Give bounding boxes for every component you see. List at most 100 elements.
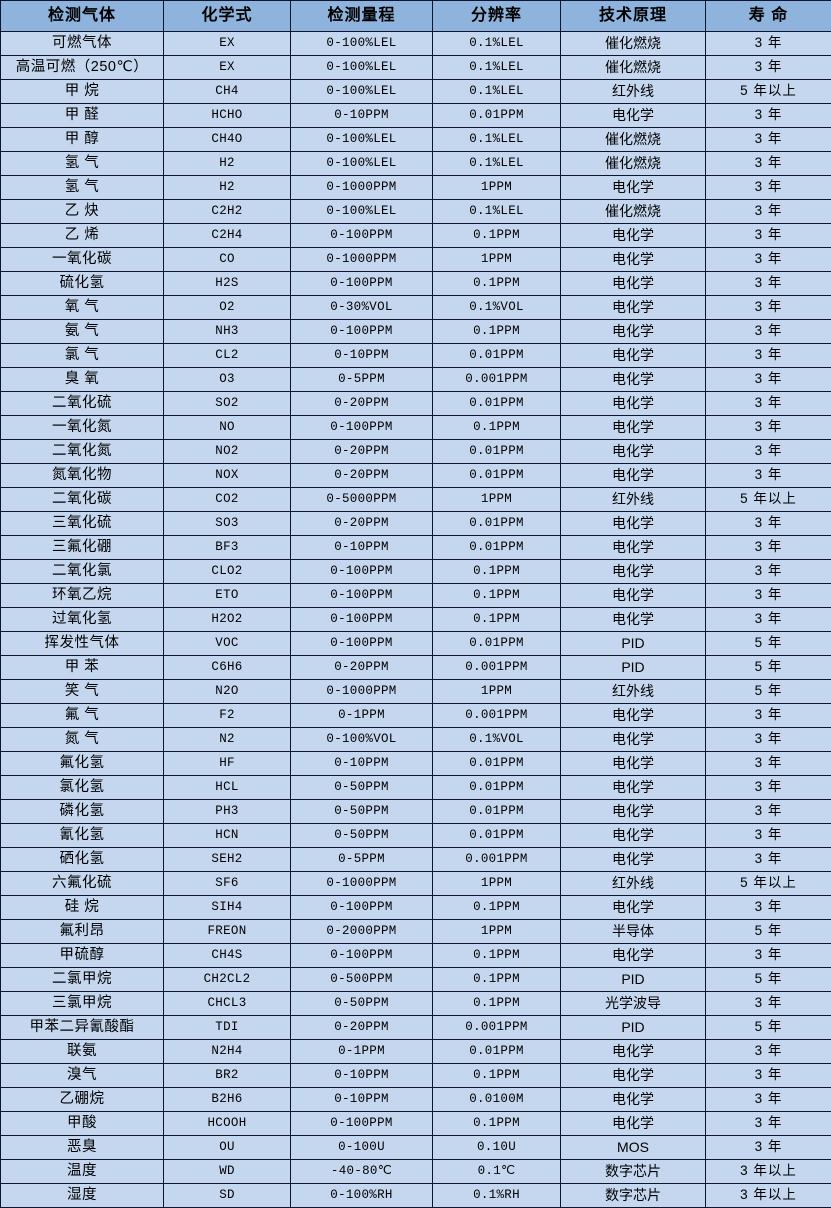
cell-range: 0-10PPM	[291, 344, 433, 368]
cell-range: 0-100%LEL	[291, 152, 433, 176]
cell-res: 0.1%VOL	[433, 728, 561, 752]
cell-formula: TDI	[164, 1016, 291, 1040]
cell-gas: 甲硫醇	[1, 944, 164, 968]
cell-gas: 磷化氢	[1, 800, 164, 824]
cell-range: 0-10PPM	[291, 104, 433, 128]
cell-res: 0.01PPM	[433, 776, 561, 800]
cell-range: 0-100PPM	[291, 560, 433, 584]
cell-tech: 催化燃烧	[561, 200, 706, 224]
cell-formula: HCN	[164, 824, 291, 848]
cell-formula: H2	[164, 176, 291, 200]
cell-res: 0.1%LEL	[433, 32, 561, 56]
cell-gas: 过氧化氢	[1, 608, 164, 632]
cell-tech: 电化学	[561, 704, 706, 728]
cell-formula: C6H6	[164, 656, 291, 680]
cell-range: 0-20PPM	[291, 440, 433, 464]
cell-range: 0-100PPM	[291, 416, 433, 440]
cell-life: 3 年	[706, 824, 831, 848]
cell-tech: 催化燃烧	[561, 128, 706, 152]
cell-formula: FREON	[164, 920, 291, 944]
column-header-life: 寿 命	[706, 1, 831, 32]
cell-res: 0.1PPM	[433, 944, 561, 968]
cell-life: 3 年	[706, 176, 831, 200]
cell-formula: OU	[164, 1136, 291, 1160]
cell-res: 0.1℃	[433, 1160, 561, 1184]
cell-life: 5 年	[706, 920, 831, 944]
cell-life: 3 年	[706, 512, 831, 536]
cell-range: 0-20PPM	[291, 512, 433, 536]
cell-formula: EX	[164, 56, 291, 80]
cell-formula: CH4	[164, 80, 291, 104]
cell-gas: 氰化氢	[1, 824, 164, 848]
cell-formula: SD	[164, 1184, 291, 1208]
cell-gas: 三氟化硼	[1, 536, 164, 560]
cell-life: 5 年	[706, 656, 831, 680]
cell-tech: PID	[561, 968, 706, 992]
cell-gas: 氮 气	[1, 728, 164, 752]
cell-res: 1PPM	[433, 176, 561, 200]
cell-res: 0.1%LEL	[433, 80, 561, 104]
cell-range: 0-1000PPM	[291, 248, 433, 272]
cell-range: 0-5PPM	[291, 848, 433, 872]
table-header: 检测气体 化学式 检测量程 分辨率 技术原理 寿 命	[1, 1, 831, 32]
cell-range: 0-50PPM	[291, 824, 433, 848]
cell-life: 5 年	[706, 1016, 831, 1040]
cell-life: 5 年	[706, 680, 831, 704]
cell-range: 0-100%LEL	[291, 56, 433, 80]
cell-tech: 红外线	[561, 872, 706, 896]
cell-gas: 联氨	[1, 1040, 164, 1064]
cell-range: 0-100PPM	[291, 272, 433, 296]
cell-range: 0-500PPM	[291, 968, 433, 992]
cell-tech: 光学波导	[561, 992, 706, 1016]
column-header-tech: 技术原理	[561, 1, 706, 32]
cell-gas: 三氯甲烷	[1, 992, 164, 1016]
cell-formula: HCHO	[164, 104, 291, 128]
cell-life: 3 年	[706, 560, 831, 584]
cell-formula: CL2	[164, 344, 291, 368]
cell-tech: 催化燃烧	[561, 56, 706, 80]
cell-range: 0-50PPM	[291, 776, 433, 800]
cell-gas: 乙硼烷	[1, 1088, 164, 1112]
cell-range: 0-30%VOL	[291, 296, 433, 320]
cell-range: 0-100%VOL	[291, 728, 433, 752]
cell-formula: SO3	[164, 512, 291, 536]
cell-range: 0-50PPM	[291, 800, 433, 824]
cell-res: 0.01PPM	[433, 344, 561, 368]
cell-formula: CO2	[164, 488, 291, 512]
cell-formula: B2H6	[164, 1088, 291, 1112]
cell-life: 3 年	[706, 32, 831, 56]
cell-formula: NO	[164, 416, 291, 440]
cell-gas: 甲 醇	[1, 128, 164, 152]
cell-gas: 环氧乙烷	[1, 584, 164, 608]
cell-life: 3 年	[706, 1040, 831, 1064]
column-header-range: 检测量程	[291, 1, 433, 32]
cell-res: 0.1PPM	[433, 584, 561, 608]
cell-life: 3 年	[706, 224, 831, 248]
cell-formula: SIH4	[164, 896, 291, 920]
cell-gas: 二氧化氮	[1, 440, 164, 464]
cell-gas: 甲 苯	[1, 656, 164, 680]
cell-formula: HCL	[164, 776, 291, 800]
cell-life: 3 年	[706, 1064, 831, 1088]
cell-tech: PID	[561, 632, 706, 656]
cell-range: 0-1PPM	[291, 704, 433, 728]
cell-res: 0.001PPM	[433, 704, 561, 728]
